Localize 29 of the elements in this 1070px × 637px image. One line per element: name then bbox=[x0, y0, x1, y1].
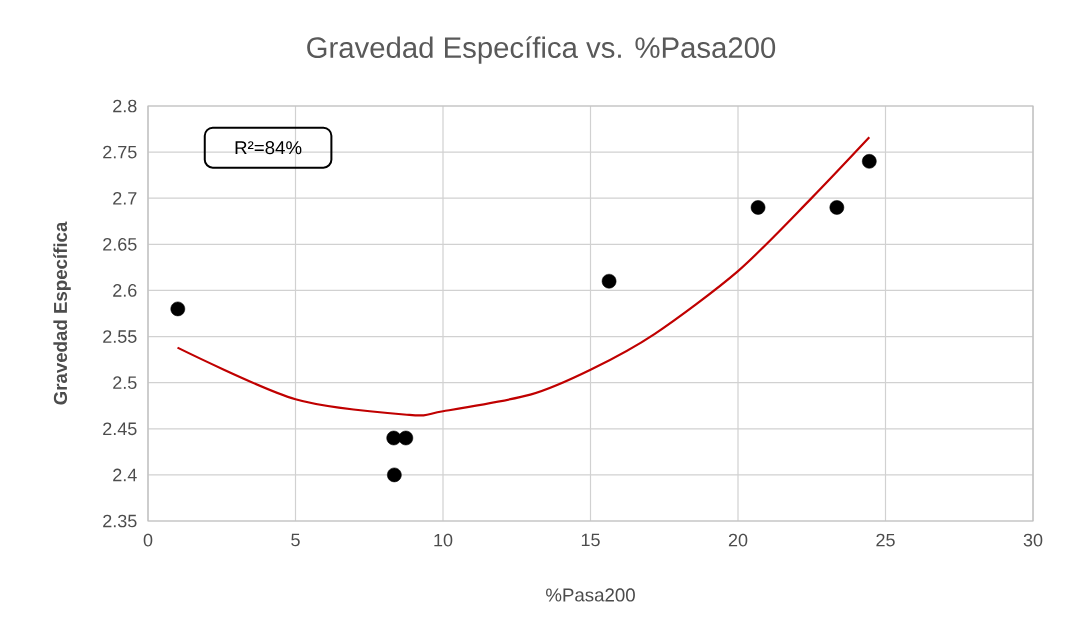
y-tick-label: 2.6 bbox=[113, 284, 137, 297]
x-tick-label: 15 bbox=[581, 533, 600, 547]
chart-title: Gravedad Específica vs. %Pasa200 bbox=[307, 36, 776, 64]
x-tick-label: 0 bbox=[143, 533, 153, 547]
x-tick-label: 5 bbox=[291, 533, 300, 547]
y-tick-label: 2.4 bbox=[113, 468, 137, 482]
x-tick-label: 20 bbox=[728, 533, 748, 547]
x-axis-title: %Pasa200 bbox=[546, 588, 635, 602]
line-series bbox=[176, 136, 871, 417]
point bbox=[862, 154, 877, 169]
annotation: R²=84% bbox=[235, 141, 302, 155]
point bbox=[829, 200, 845, 215]
y-tick-label: 2.65 bbox=[103, 237, 137, 251]
point bbox=[750, 200, 766, 215]
point bbox=[601, 273, 617, 289]
y-tick-label: 2.75 bbox=[103, 145, 137, 159]
point bbox=[398, 430, 414, 446]
y-tick-label: 2.45 bbox=[103, 422, 137, 436]
y-tick-label: 2.8 bbox=[113, 99, 137, 113]
point bbox=[387, 467, 402, 483]
x-tick-label: 10 bbox=[434, 533, 453, 547]
y-tick-label: 2.7 bbox=[113, 191, 137, 205]
point bbox=[170, 301, 186, 317]
y-tick-label: 2.35 bbox=[103, 514, 137, 528]
x-tick-label: 25 bbox=[876, 533, 895, 547]
x-tick-label: 30 bbox=[1023, 533, 1043, 547]
y-tick-label: 2.5 bbox=[113, 376, 137, 390]
y-tick-label: 2.55 bbox=[103, 330, 137, 343]
y-axis-title: Gravedad Específica bbox=[53, 221, 71, 405]
